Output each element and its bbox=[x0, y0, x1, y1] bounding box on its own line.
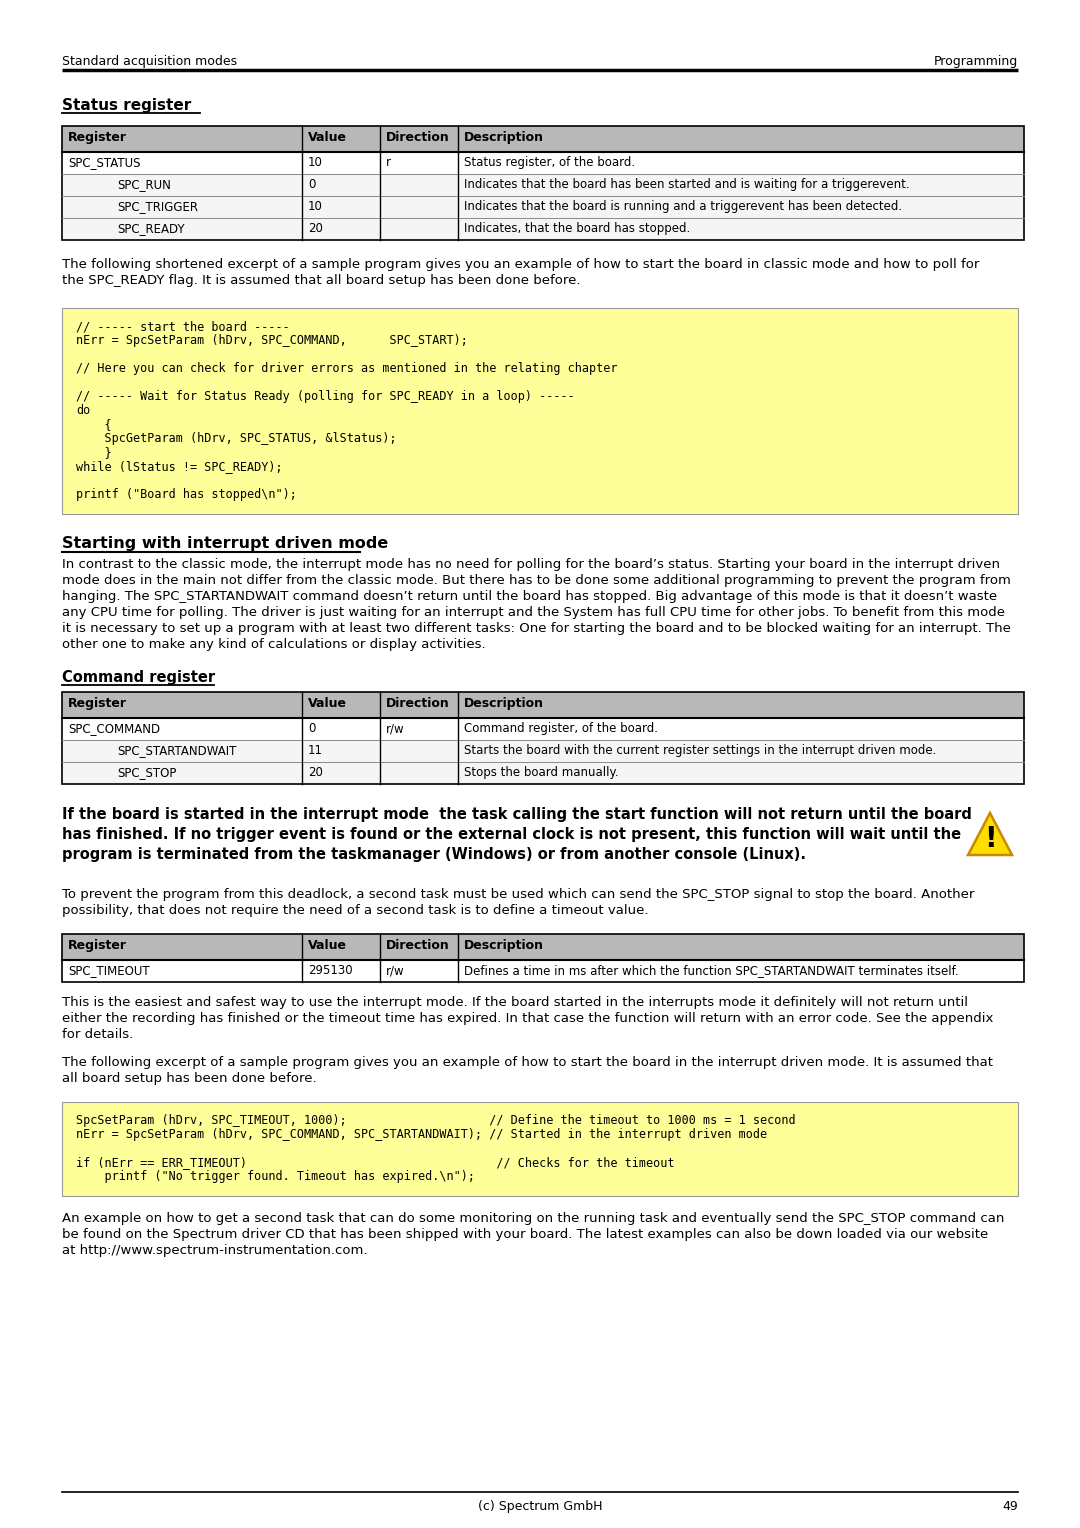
Text: 10: 10 bbox=[308, 200, 323, 212]
Text: SPC_COMMAND: SPC_COMMAND bbox=[68, 723, 160, 735]
Text: SPC_RUN: SPC_RUN bbox=[117, 177, 171, 191]
Text: Status register, of the board.: Status register, of the board. bbox=[464, 156, 635, 170]
Text: Value: Value bbox=[308, 697, 347, 711]
Text: Description: Description bbox=[464, 940, 544, 952]
Text: r/w: r/w bbox=[386, 723, 405, 735]
Text: The following shortened excerpt of a sample program gives you an example of how : The following shortened excerpt of a sam… bbox=[62, 258, 980, 270]
Text: Description: Description bbox=[464, 131, 544, 144]
Bar bbox=[62, 219, 1024, 240]
Text: Indicates that the board is running and a triggerevent has been detected.: Indicates that the board is running and … bbox=[464, 200, 902, 212]
Text: Stops the board manually.: Stops the board manually. bbox=[464, 766, 619, 779]
Text: 20: 20 bbox=[308, 766, 323, 779]
Text: 295130: 295130 bbox=[308, 964, 353, 976]
Polygon shape bbox=[968, 813, 1012, 856]
Text: while (lStatus != SPC_READY);: while (lStatus != SPC_READY); bbox=[76, 460, 283, 474]
Text: Starting with interrupt driven mode: Starting with interrupt driven mode bbox=[62, 536, 388, 552]
Text: Direction: Direction bbox=[386, 940, 449, 952]
Bar bbox=[62, 151, 1024, 174]
Text: printf ("No trigger found. Timeout has expired.\n");: printf ("No trigger found. Timeout has e… bbox=[76, 1170, 475, 1183]
Text: any CPU time for polling. The driver is just waiting for an interrupt and the Sy: any CPU time for polling. The driver is … bbox=[62, 607, 1005, 619]
Text: 20: 20 bbox=[308, 222, 323, 235]
Text: 10: 10 bbox=[308, 156, 323, 170]
Bar bbox=[62, 692, 1024, 784]
Text: // ----- Wait for Status Ready (polling for SPC_READY in a loop) -----: // ----- Wait for Status Ready (polling … bbox=[76, 390, 575, 403]
Text: mode does in the main not differ from the classic mode. But there has to be done: mode does in the main not differ from th… bbox=[62, 575, 1011, 587]
Text: possibility, that does not require the need of a second task is to define a time: possibility, that does not require the n… bbox=[62, 905, 648, 917]
Text: // Here you can check for driver errors as mentioned in the relating chapter: // Here you can check for driver errors … bbox=[76, 362, 618, 374]
Text: Status register: Status register bbox=[62, 98, 191, 113]
Bar bbox=[62, 740, 1024, 762]
Text: SPC_STATUS: SPC_STATUS bbox=[68, 156, 140, 170]
Text: Command register, of the board.: Command register, of the board. bbox=[464, 723, 658, 735]
Bar bbox=[62, 309, 1018, 513]
Text: for details.: for details. bbox=[62, 1028, 133, 1041]
Text: nErr = SpcSetParam (hDrv, SPC_COMMAND,      SPC_START);: nErr = SpcSetParam (hDrv, SPC_COMMAND, S… bbox=[76, 335, 468, 347]
Text: SpcGetParam (hDrv, SPC_STATUS, &lStatus);: SpcGetParam (hDrv, SPC_STATUS, &lStatus)… bbox=[76, 432, 396, 445]
Text: SPC_READY: SPC_READY bbox=[117, 222, 185, 235]
Text: other one to make any kind of calculations or display activities.: other one to make any kind of calculatio… bbox=[62, 639, 486, 651]
Text: at http://www.spectrum-instrumentation.com.: at http://www.spectrum-instrumentation.c… bbox=[62, 1244, 367, 1258]
Text: 11: 11 bbox=[308, 744, 323, 756]
Bar bbox=[62, 174, 1024, 196]
Text: Description: Description bbox=[464, 697, 544, 711]
Text: Starts the board with the current register settings in the interrupt driven mode: Starts the board with the current regist… bbox=[464, 744, 936, 756]
Text: be found on the Spectrum driver CD that has been shipped with your board. The la: be found on the Spectrum driver CD that … bbox=[62, 1229, 988, 1241]
Text: Standard acquisition modes: Standard acquisition modes bbox=[62, 55, 238, 69]
Text: Indicates that the board has been started and is waiting for a triggerevent.: Indicates that the board has been starte… bbox=[464, 177, 909, 191]
Text: printf ("Board has stopped\n");: printf ("Board has stopped\n"); bbox=[76, 487, 297, 501]
Text: Register: Register bbox=[68, 697, 127, 711]
Text: }: } bbox=[76, 446, 111, 458]
Text: it is necessary to set up a program with at least two different tasks: One for s: it is necessary to set up a program with… bbox=[62, 622, 1011, 636]
Bar bbox=[62, 762, 1024, 784]
Text: Register: Register bbox=[68, 131, 127, 144]
Text: Direction: Direction bbox=[386, 697, 449, 711]
Text: if (nErr == ERR_TIMEOUT)                                   // Checks for the tim: if (nErr == ERR_TIMEOUT) // Checks for t… bbox=[76, 1157, 675, 1169]
Text: SpcSetParam (hDrv, SPC_TIMEOUT, 1000);                    // Define the timeout : SpcSetParam (hDrv, SPC_TIMEOUT, 1000); /… bbox=[76, 1114, 796, 1128]
Bar bbox=[62, 718, 1024, 740]
Text: The following excerpt of a sample program gives you an example of how to start t: The following excerpt of a sample progra… bbox=[62, 1056, 993, 1070]
Text: 0: 0 bbox=[308, 177, 315, 191]
Text: has finished. If no trigger event is found or the external clock is not present,: has finished. If no trigger event is fou… bbox=[62, 827, 961, 842]
Text: SPC_TRIGGER: SPC_TRIGGER bbox=[117, 200, 198, 212]
Text: Indicates, that the board has stopped.: Indicates, that the board has stopped. bbox=[464, 222, 690, 235]
Text: SPC_STOP: SPC_STOP bbox=[117, 766, 176, 779]
Bar bbox=[62, 196, 1024, 219]
Bar bbox=[62, 692, 1024, 718]
Text: Value: Value bbox=[308, 131, 347, 144]
Text: (c) Spectrum GmbH: (c) Spectrum GmbH bbox=[477, 1500, 603, 1513]
Text: Defines a time in ms after which the function SPC_STARTANDWAIT terminates itself: Defines a time in ms after which the fun… bbox=[464, 964, 959, 976]
Text: {: { bbox=[76, 419, 111, 431]
Text: Programming: Programming bbox=[934, 55, 1018, 69]
Text: all board setup has been done before.: all board setup has been done before. bbox=[62, 1073, 316, 1085]
Text: An example on how to get a second task that can do some monitoring on the runnin: An example on how to get a second task t… bbox=[62, 1212, 1004, 1225]
Bar bbox=[62, 125, 1024, 240]
Text: // ----- start the board -----: // ----- start the board ----- bbox=[76, 319, 289, 333]
Text: the SPC_READY flag. It is assumed that all board setup has been done before.: the SPC_READY flag. It is assumed that a… bbox=[62, 274, 581, 287]
Text: program is terminated from the taskmanager (Windows) or from another console (Li: program is terminated from the taskmanag… bbox=[62, 847, 806, 862]
Text: nErr = SpcSetParam (hDrv, SPC_COMMAND, SPC_STARTANDWAIT); // Started in the inte: nErr = SpcSetParam (hDrv, SPC_COMMAND, S… bbox=[76, 1128, 767, 1141]
Text: In contrast to the classic mode, the interrupt mode has no need for polling for : In contrast to the classic mode, the int… bbox=[62, 558, 1000, 571]
Text: Value: Value bbox=[308, 940, 347, 952]
Text: either the recording has finished or the timeout time has expired. In that case : either the recording has finished or the… bbox=[62, 1012, 994, 1025]
Text: 49: 49 bbox=[1002, 1500, 1018, 1513]
Bar bbox=[62, 1102, 1018, 1196]
Text: Direction: Direction bbox=[386, 131, 449, 144]
Text: To prevent the program from this deadlock, a second task must be used which can : To prevent the program from this deadloc… bbox=[62, 888, 974, 902]
Bar bbox=[62, 934, 1024, 960]
Text: hanging. The SPC_STARTANDWAIT command doesn’t return until the board has stopped: hanging. The SPC_STARTANDWAIT command do… bbox=[62, 590, 997, 604]
Text: Register: Register bbox=[68, 940, 127, 952]
Text: r/w: r/w bbox=[386, 964, 405, 976]
Text: SPC_STARTANDWAIT: SPC_STARTANDWAIT bbox=[117, 744, 237, 756]
Bar bbox=[62, 125, 1024, 151]
Text: 0: 0 bbox=[308, 723, 315, 735]
Bar bbox=[62, 960, 1024, 983]
Text: r: r bbox=[386, 156, 391, 170]
Text: !: ! bbox=[984, 825, 997, 853]
Text: SPC_TIMEOUT: SPC_TIMEOUT bbox=[68, 964, 150, 976]
Text: If the board is started in the interrupt mode  the task calling the start functi: If the board is started in the interrupt… bbox=[62, 807, 972, 822]
Bar bbox=[62, 934, 1024, 983]
Text: do: do bbox=[76, 403, 91, 417]
Text: Command register: Command register bbox=[62, 669, 215, 685]
Text: This is the easiest and safest way to use the interrupt mode. If the board start: This is the easiest and safest way to us… bbox=[62, 996, 968, 1008]
